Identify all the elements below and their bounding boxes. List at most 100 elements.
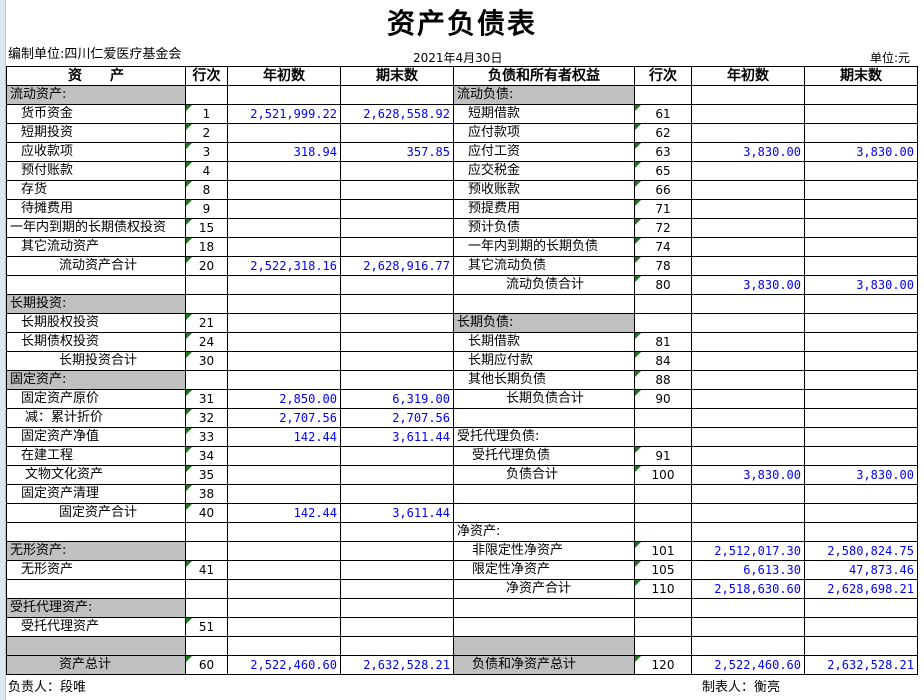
liability-label-cell[interactable]: 非限定性净资产 <box>453 541 635 561</box>
liability-line-no-cell[interactable]: 61 <box>634 104 692 124</box>
liability-closing-value-cell[interactable] <box>804 313 918 333</box>
liability-label-cell[interactable]: 净资产合计 <box>453 579 635 599</box>
liability-opening-value-cell[interactable] <box>691 408 805 428</box>
liability-closing-value-cell[interactable]: 3,830.00 <box>804 275 918 295</box>
liability-opening-value-cell[interactable] <box>691 617 805 637</box>
liability-opening-value-cell[interactable] <box>691 427 805 447</box>
asset-label-cell[interactable]: 长期投资: <box>6 294 186 314</box>
asset-closing-value-cell[interactable]: 357.85 <box>340 142 454 162</box>
asset-line-no-cell[interactable] <box>185 598 228 618</box>
asset-label-cell[interactable]: 固定资产净值 <box>6 427 186 447</box>
liability-closing-value-cell[interactable] <box>804 446 918 466</box>
liability-opening-value-cell[interactable] <box>691 332 805 352</box>
asset-label-cell[interactable]: 减：累计折价 <box>6 408 186 428</box>
asset-closing-value-cell[interactable] <box>340 351 454 371</box>
liability-opening-value-cell[interactable] <box>691 522 805 542</box>
asset-line-no-cell[interactable]: 51 <box>185 617 228 637</box>
asset-closing-value-cell[interactable]: 2,707.56 <box>340 408 454 428</box>
liability-opening-value-cell[interactable] <box>691 598 805 618</box>
liability-line-no-cell[interactable] <box>634 408 692 428</box>
liability-closing-value-cell[interactable] <box>804 123 918 143</box>
asset-opening-value-cell[interactable] <box>227 218 341 238</box>
liability-opening-value-cell[interactable] <box>691 446 805 466</box>
asset-label-cell[interactable]: 存货 <box>6 180 186 200</box>
liability-closing-value-cell[interactable] <box>804 370 918 390</box>
asset-opening-value-cell[interactable] <box>227 294 341 314</box>
asset-label-cell[interactable]: 预付账款 <box>6 161 186 181</box>
header-closing-right[interactable]: 期末数 <box>804 66 918 86</box>
asset-closing-value-cell[interactable] <box>340 522 454 542</box>
liability-closing-value-cell[interactable]: 3,830.00 <box>804 465 918 485</box>
asset-label-cell[interactable]: 固定资产原价 <box>6 389 186 409</box>
liability-label-cell[interactable]: 长期负债: <box>453 313 635 333</box>
asset-line-no-cell[interactable] <box>185 541 228 561</box>
asset-label-cell[interactable]: 短期投资 <box>6 123 186 143</box>
asset-label-cell[interactable]: 待摊费用 <box>6 199 186 219</box>
liability-line-no-cell[interactable]: 66 <box>634 180 692 200</box>
liability-line-no-cell[interactable] <box>634 617 692 637</box>
liability-line-no-cell[interactable] <box>634 294 692 314</box>
liability-label-cell[interactable]: 负债和净资产总计 <box>453 655 635 675</box>
asset-label-cell[interactable]: 其它流动资产 <box>6 237 186 257</box>
liability-opening-value-cell[interactable] <box>691 218 805 238</box>
liability-label-cell[interactable]: 预计负债 <box>453 218 635 238</box>
asset-line-no-cell[interactable]: 32 <box>185 408 228 428</box>
asset-label-cell[interactable]: 无形资产: <box>6 541 186 561</box>
liability-label-cell[interactable] <box>453 598 635 618</box>
asset-closing-value-cell[interactable] <box>340 579 454 599</box>
asset-label-cell[interactable]: 长期股权投资 <box>6 313 186 333</box>
liability-line-no-cell[interactable] <box>634 85 692 105</box>
liability-label-cell[interactable]: 长期应付款 <box>453 351 635 371</box>
asset-opening-value-cell[interactable] <box>227 446 341 466</box>
liability-closing-value-cell[interactable] <box>804 199 918 219</box>
liability-label-cell[interactable] <box>453 617 635 637</box>
asset-label-cell[interactable]: 货币资金 <box>6 104 186 124</box>
liability-line-no-cell[interactable]: 63 <box>634 142 692 162</box>
asset-label-cell[interactable] <box>6 579 186 599</box>
liability-closing-value-cell[interactable] <box>804 427 918 447</box>
asset-line-no-cell[interactable]: 41 <box>185 560 228 580</box>
liability-label-cell[interactable]: 限定性净资产 <box>453 560 635 580</box>
liability-label-cell[interactable] <box>453 484 635 504</box>
header-line-no-right[interactable]: 行次 <box>634 66 692 86</box>
liability-opening-value-cell[interactable] <box>691 636 805 656</box>
asset-line-no-cell[interactable] <box>185 636 228 656</box>
liability-line-no-cell[interactable] <box>634 522 692 542</box>
liability-opening-value-cell[interactable] <box>691 104 805 124</box>
liability-closing-value-cell[interactable] <box>804 522 918 542</box>
liability-closing-value-cell[interactable]: 2,632,528.21 <box>804 655 918 675</box>
liability-line-no-cell[interactable]: 105 <box>634 560 692 580</box>
asset-closing-value-cell[interactable] <box>340 332 454 352</box>
liability-opening-value-cell[interactable]: 2,522,460.60 <box>691 655 805 675</box>
asset-line-no-cell[interactable]: 2 <box>185 123 228 143</box>
header-liabilities-equity[interactable]: 负债和所有者权益 <box>453 66 635 86</box>
liability-line-no-cell[interactable]: 110 <box>634 579 692 599</box>
asset-opening-value-cell[interactable] <box>227 541 341 561</box>
header-opening-right[interactable]: 年初数 <box>691 66 805 86</box>
liability-closing-value-cell[interactable] <box>804 104 918 124</box>
asset-opening-value-cell[interactable] <box>227 579 341 599</box>
asset-label-cell[interactable]: 一年内到期的长期债权投资 <box>6 218 186 238</box>
asset-closing-value-cell[interactable] <box>340 446 454 466</box>
header-opening[interactable]: 年初数 <box>227 66 341 86</box>
asset-closing-value-cell[interactable]: 3,611.44 <box>340 503 454 523</box>
asset-opening-value-cell[interactable] <box>227 522 341 542</box>
liability-closing-value-cell[interactable] <box>804 484 918 504</box>
liability-opening-value-cell[interactable] <box>691 180 805 200</box>
liability-opening-value-cell[interactable] <box>691 294 805 314</box>
asset-line-no-cell[interactable] <box>185 522 228 542</box>
liability-opening-value-cell[interactable]: 3,830.00 <box>691 142 805 162</box>
header-assets[interactable]: 资 产 <box>6 66 186 86</box>
asset-line-no-cell[interactable] <box>185 275 228 295</box>
liability-closing-value-cell[interactable] <box>804 389 918 409</box>
liability-line-no-cell[interactable]: 100 <box>634 465 692 485</box>
liability-label-cell[interactable]: 负债合计 <box>453 465 635 485</box>
asset-label-cell[interactable] <box>6 275 186 295</box>
asset-line-no-cell[interactable]: 40 <box>185 503 228 523</box>
liability-closing-value-cell[interactable] <box>804 237 918 257</box>
liability-line-no-cell[interactable]: 88 <box>634 370 692 390</box>
liability-closing-value-cell[interactable]: 2,580,824.75 <box>804 541 918 561</box>
liability-closing-value-cell[interactable] <box>804 408 918 428</box>
asset-label-cell[interactable]: 固定资产: <box>6 370 186 390</box>
asset-closing-value-cell[interactable]: 6,319.00 <box>340 389 454 409</box>
